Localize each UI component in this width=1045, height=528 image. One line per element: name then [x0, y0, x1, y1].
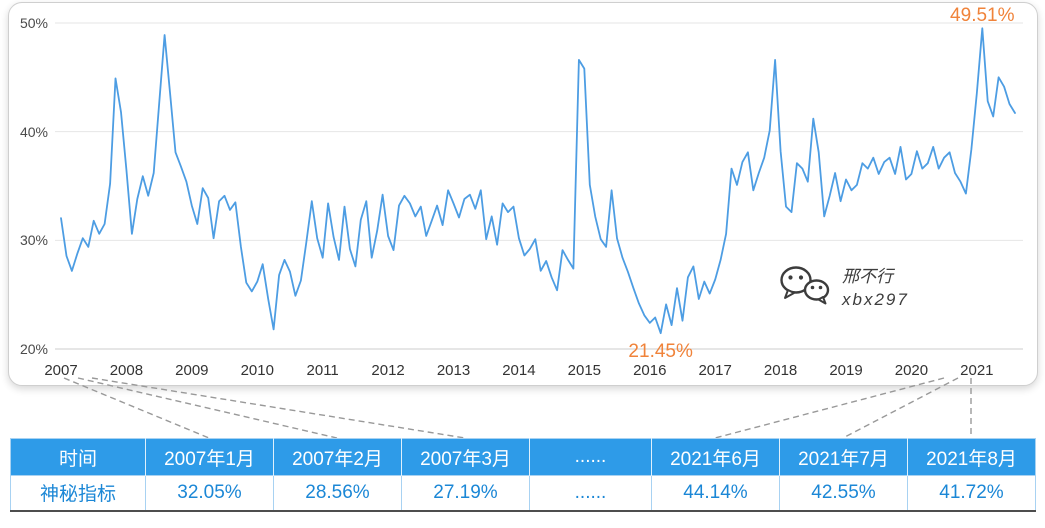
line-chart	[55, 22, 1023, 350]
value-cell: 41.72%	[907, 475, 1036, 511]
header-cell-month: 2021年8月	[907, 438, 1036, 476]
x-axis-tick-label: 2014	[502, 362, 536, 379]
header-cell-month: 2021年6月	[651, 438, 780, 476]
value-cell: 44.14%	[651, 475, 780, 511]
watermark-id: xbx297	[842, 289, 909, 309]
data-table: 时间 2007年1月 2007年2月 2007年3月 ...... 2021年6…	[10, 438, 1036, 512]
max-value-annotation: 49.51%	[950, 5, 1015, 26]
x-axis-tick-label: 2009	[175, 362, 209, 379]
y-axis-tick-label: 30%	[19, 232, 48, 249]
x-axis-tick-label: 2012	[371, 362, 405, 379]
header-cell-month: 2007年3月	[401, 438, 530, 476]
y-axis-tick-label: 50%	[19, 15, 48, 31]
x-axis-tick-label: 2007	[44, 362, 78, 379]
x-axis-tick-label: 2011	[306, 362, 339, 379]
value-cell: 32.05%	[145, 475, 274, 511]
watermark-text: 邢不行 xbx297	[842, 266, 909, 312]
y-axis-tick-label: 40%	[19, 123, 48, 140]
x-axis-tick-label: 2021	[960, 362, 994, 379]
header-cell-ellipsis: ......	[529, 438, 652, 476]
watermark: 邢不行 xbx297	[778, 264, 909, 313]
chart-card: 50% 40% 30% 20% 2007 2008 2009 2010 2011 2012 2013…	[8, 2, 1038, 386]
value-cell: 42.55%	[779, 475, 908, 511]
x-axis-tick-label: 2020	[894, 362, 929, 379]
x-axis-tick-label: 2013	[436, 362, 471, 379]
watermark-name: 邢不行	[842, 266, 893, 286]
x-axis-tick-label: 2015	[567, 362, 602, 379]
value-cell: 28.56%	[273, 475, 402, 511]
header-cell-month: 2007年2月	[273, 438, 402, 476]
wechat-icon	[778, 264, 832, 313]
y-axis-tick-label: 20%	[19, 341, 48, 357]
x-axis-tick-label: 2008	[109, 362, 144, 379]
x-axis-tick-label: 2018	[763, 362, 798, 379]
x-axis-tick-label: 2016	[633, 362, 667, 379]
header-cell-month: 2021年7月	[779, 438, 908, 476]
x-axis-tick-label: 2010	[240, 362, 274, 379]
table-row: 神秘指标 32.05% 28.56% 27.19% ...... 44.14% …	[10, 475, 1036, 511]
value-cell: 27.19%	[401, 475, 530, 511]
header-cell-time: 时间	[10, 438, 146, 476]
plot-area: 50% 40% 30% 20% 2007 2008 2009 2010 2011 2012 2013…	[20, 5, 1023, 379]
table-header-row: 时间 2007年1月 2007年2月 2007年3月 ...... 2021年6…	[10, 438, 1036, 476]
x-axis-tick-label: 2017	[698, 362, 732, 379]
min-value-annotation: 21.45%	[628, 341, 693, 363]
x-axis-tick-label: 2019	[829, 362, 863, 379]
header-cell-month: 2007年1月	[145, 438, 274, 476]
value-cell-ellipsis: ......	[529, 475, 652, 511]
row-label-cell: 神秘指标	[10, 475, 146, 511]
